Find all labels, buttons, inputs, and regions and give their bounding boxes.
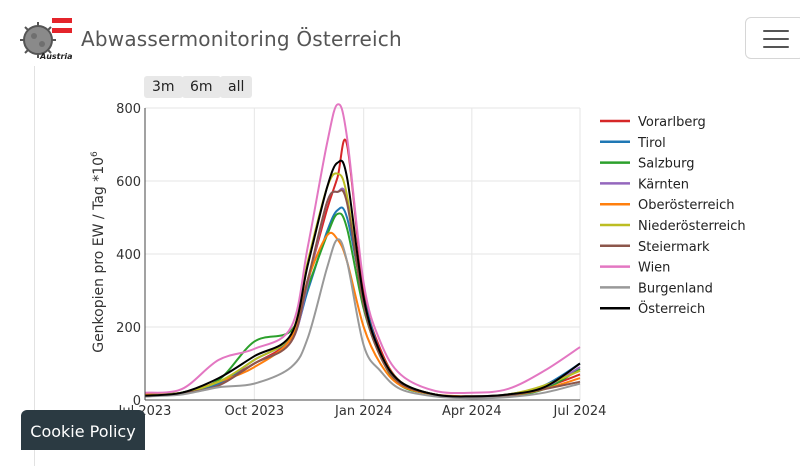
- x-tick-label: Oct 2023: [224, 404, 284, 419]
- virus-logo-icon: [20, 18, 72, 58]
- legend-item-burgenland[interactable]: Burgenland: [600, 281, 713, 296]
- range-button-6m[interactable]: 6m: [182, 76, 221, 98]
- y-tick-label: 200: [116, 321, 141, 336]
- legend-item-oesterreich[interactable]: Österreich: [600, 300, 705, 317]
- legend-item-vorarlberg[interactable]: Vorarlberg: [600, 115, 706, 130]
- series-line-salzburg: [144, 212, 581, 399]
- top-bar: Austria Abwassermonitoring Österreich: [0, 0, 800, 78]
- legend-label: Tirol: [637, 136, 666, 151]
- hamburger-icon-line: [763, 38, 789, 40]
- logo-text: Austria: [40, 52, 73, 61]
- legend-label: Burgenland: [638, 281, 713, 296]
- legend-label: Steiermark: [638, 240, 710, 255]
- x-tick-label: Jul 2024: [553, 404, 607, 419]
- legend-item-tirol[interactable]: Tirol: [600, 136, 666, 151]
- logo[interactable]: Austria: [16, 16, 76, 62]
- range-button-all[interactable]: all: [220, 76, 253, 98]
- legend-label: Oberösterreich: [638, 198, 735, 213]
- legend-item-wien[interactable]: Wien: [600, 261, 670, 276]
- legend: Vorarlberg Tirol Salzburg Kärnten Oberösterr…: [600, 115, 746, 317]
- series-line-burgenland: [144, 238, 581, 400]
- legend-label: Niederösterreich: [638, 219, 746, 234]
- legend-label: Wien: [638, 261, 670, 276]
- legend-label: Salzburg: [638, 157, 695, 172]
- app-title[interactable]: Abwassermonitoring Österreich: [81, 27, 402, 51]
- x-tick-label: Apr 2024: [442, 404, 502, 419]
- legend-item-steiermark[interactable]: Steiermark: [600, 240, 710, 255]
- chart-card: [34, 66, 800, 466]
- legend-item-kaernten[interactable]: Kärnten: [600, 177, 689, 192]
- y-axis-label-superscript: 6: [90, 151, 100, 157]
- hamburger-icon-line: [763, 46, 789, 48]
- chart-grid: [144, 107, 581, 401]
- y-tick-label: 0: [133, 394, 141, 409]
- legend-item-niederoesterreich[interactable]: Niederösterreich: [600, 219, 746, 234]
- y-tick-label: 400: [116, 248, 141, 263]
- series-line-oberoesterreich: [144, 231, 581, 398]
- cookie-policy-button[interactable]: Cookie Policy: [21, 410, 145, 450]
- legend-item-oberoesterreich[interactable]: Oberösterreich: [600, 198, 735, 213]
- hamburger-icon: [763, 30, 789, 32]
- series-line-oesterreich: [144, 159, 581, 398]
- y-tick-label: 800: [116, 102, 141, 117]
- legend-label: Österreich: [638, 300, 705, 317]
- legend-label: Vorarlberg: [638, 115, 706, 130]
- y-axis-label: Genkopien pro EW / Tag *106: [90, 151, 107, 353]
- chart-lines: [144, 103, 581, 400]
- x-tick-label: Jan 2024: [334, 404, 392, 419]
- y-axis-label-text: Genkopien pro EW / Tag *10: [91, 157, 107, 353]
- series-line-wien: [144, 103, 581, 395]
- range-button-3m[interactable]: 3m: [144, 76, 183, 98]
- y-tick-label: 600: [116, 175, 141, 190]
- legend-item-salzburg[interactable]: Salzburg: [600, 157, 695, 172]
- legend-label: Kärnten: [638, 177, 689, 192]
- menu-button[interactable]: [745, 17, 800, 59]
